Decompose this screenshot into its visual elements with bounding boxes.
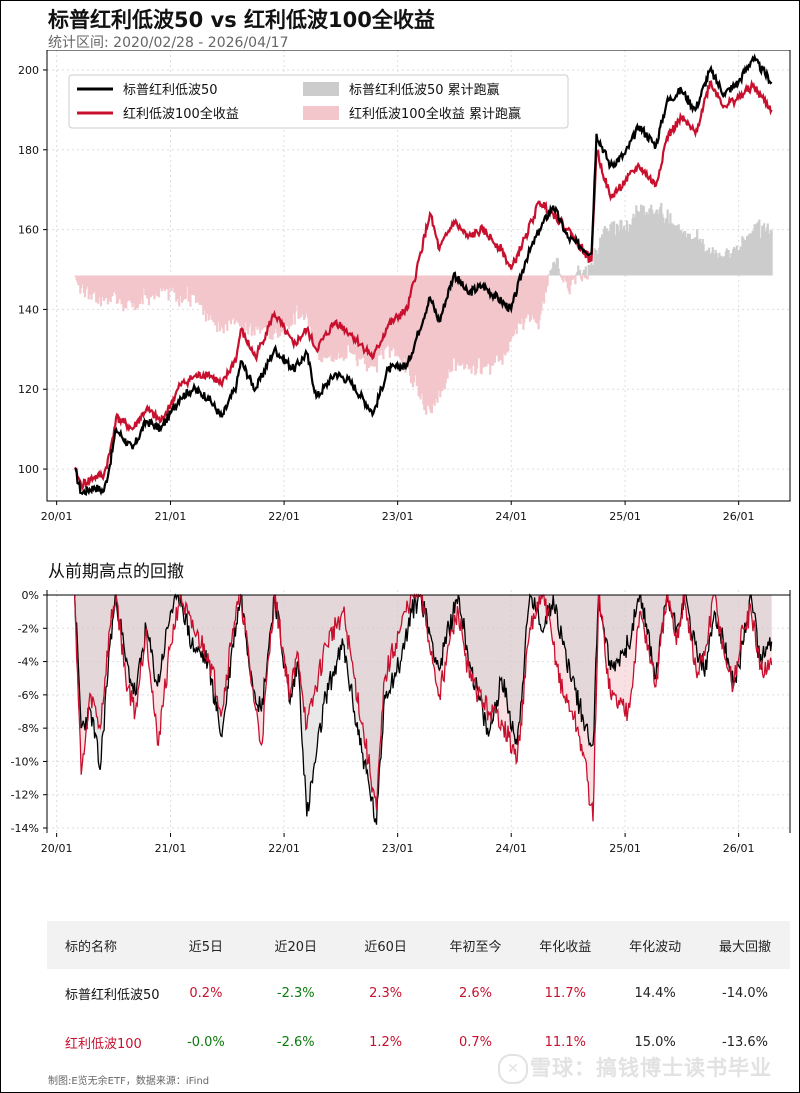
- x-tick-label: 26/01: [723, 510, 755, 523]
- row-name: 红利低波100: [65, 1037, 142, 1052]
- performance-table: 标的名称 近5日 近20日 近60日 年初至今 年化收益 年化波动 最大回撤 标…: [47, 921, 790, 1067]
- source-credit: 制图:E览无余ETF，数据来源：iFind: [48, 1076, 210, 1087]
- x-tick-label: 21/01: [155, 842, 187, 855]
- legend-box: [68, 74, 569, 129]
- performance-chart: 100 120 140 160 180 200 20/01 21/01 22/01 23/01 24…: [18, 50, 791, 523]
- drawdown-chart: 0% -2% -4% -6% -8% -10% -12% -14%20/01 21/01 22/0…: [11, 589, 791, 855]
- legend-swatch: [303, 106, 339, 120]
- table-cell: 11.7%: [544, 986, 586, 1001]
- x-tick-label: 22/01: [268, 842, 300, 855]
- watermark-text: 雪球：搞钱博士读书毕业: [530, 1056, 772, 1080]
- series-line-sp: [74, 53, 773, 496]
- legend-label: 红利低波100全收益: [123, 106, 239, 122]
- legend-label: 标普红利低波50 累计跑赢: [349, 82, 500, 98]
- column-header: 最大回撤: [700, 921, 790, 969]
- watermark-logo-icon: ✕: [498, 1054, 528, 1084]
- y-tick-label: -12%: [11, 789, 39, 802]
- y-tick-label: -8%: [18, 722, 39, 735]
- y-tick-label: 120: [18, 383, 39, 396]
- x-tick-label: 23/01: [382, 842, 414, 855]
- table-cell: 11.1%: [544, 1035, 586, 1050]
- column-header: 近5日: [161, 921, 251, 969]
- y-tick-label: 160: [18, 224, 39, 237]
- y-tick-label: 200: [18, 64, 39, 77]
- drawdown-line-sp: [74, 593, 773, 825]
- y-tick-label: 180: [18, 144, 39, 157]
- x-tick-label: 26/01: [723, 842, 755, 855]
- table-cell: 0.7%: [458, 1035, 492, 1050]
- watermark: 雪球：搞钱博士读书毕业: [500, 1052, 772, 1082]
- table-cell: 14.4%: [634, 986, 676, 1001]
- x-tick-label: 25/01: [609, 842, 641, 855]
- y-tick-label: -14%: [11, 822, 39, 835]
- y-tick-label: 140: [18, 303, 39, 316]
- y-tick-label: 0%: [22, 589, 39, 602]
- table-cell: -14.0%: [722, 986, 769, 1001]
- x-tick-label: 24/01: [495, 510, 527, 523]
- table-cell: 15.0%: [634, 1035, 676, 1050]
- table-cell: -0.0%: [187, 1035, 225, 1050]
- table-cell: -13.6%: [722, 1035, 769, 1050]
- y-tick-label: -10%: [11, 755, 39, 768]
- column-header: 年化波动: [610, 921, 701, 969]
- table-header-row: 标的名称 近5日 近20日 近60日 年初至今 年化收益 年化波动 最大回撤: [47, 921, 790, 969]
- table-cell: 2.6%: [458, 986, 492, 1001]
- x-tick-label: 20/01: [41, 842, 73, 855]
- x-tick-label: 21/01: [155, 510, 187, 523]
- plot-frame: [46, 50, 791, 502]
- legend-label: 标普红利低波50: [123, 82, 218, 98]
- y-tick-label: -2%: [18, 622, 39, 635]
- table-row: 红利低波100 -0.0% -2.6% 1.2% 0.7% 11.1% 15.0…: [47, 1018, 790, 1067]
- table-row: 标普红利低波50 0.2% -2.3% 2.3% 2.6% 11.7% 14.4…: [47, 969, 790, 1018]
- table-cell: -2.6%: [276, 1035, 315, 1050]
- sp-drawdown-area: [74, 595, 772, 825]
- legend: 标普红利低波50 红利低波100全收益 标普红利低波50 累计跑赢红利低波100全收…: [68, 74, 569, 129]
- table-cell: 1.2%: [369, 1035, 403, 1050]
- legend-label: 红利低波100全收益 累计跑赢: [349, 106, 521, 122]
- column-header: 近20日: [250, 921, 341, 969]
- y-tick-label: 100: [18, 463, 39, 476]
- x-tick-label: 23/01: [382, 510, 414, 523]
- x-tick-label: 22/01: [268, 510, 300, 523]
- x-tick-label: 25/01: [609, 510, 641, 523]
- date-range-subtitle: 统计区间: 2020/02/28 - 2026/04/17: [48, 35, 289, 51]
- column-header: 年化收益: [520, 921, 611, 969]
- x-tick-label: 20/01: [41, 510, 73, 523]
- drawdown-line-hl: [74, 592, 773, 822]
- sp-outperformance-area: [547, 202, 773, 276]
- legend-swatch: [303, 82, 339, 96]
- column-header: 近60日: [340, 921, 431, 969]
- table-cell: 0.2%: [189, 986, 223, 1001]
- drawdown-title: 从前期高点的回撤: [48, 562, 184, 582]
- y-tick-label: -4%: [18, 656, 39, 669]
- y-tick-label: -6%: [18, 689, 39, 702]
- series-line-hl: [73, 79, 773, 492]
- x-tick-label: 24/01: [495, 842, 527, 855]
- column-header: 标的名称: [47, 921, 161, 969]
- hl-drawdown-area: [74, 595, 772, 822]
- chart-title: 标普红利低波50 vs 红利低波100全收益: [48, 8, 435, 32]
- table-cell: -2.3%: [276, 986, 315, 1001]
- table-cell: 2.3%: [369, 986, 403, 1001]
- column-header: 年初至今: [430, 921, 521, 969]
- row-name: 标普红利低波50: [65, 988, 160, 1003]
